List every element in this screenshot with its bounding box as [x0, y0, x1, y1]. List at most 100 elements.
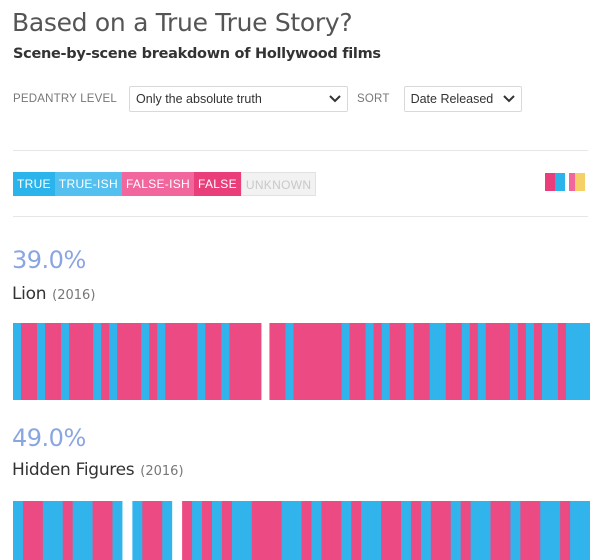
scene-bar[interactable] — [550, 501, 561, 560]
scene-bar[interactable] — [501, 323, 511, 400]
scene-bar[interactable] — [205, 323, 214, 400]
scene-bar[interactable] — [520, 501, 531, 560]
scene-bar[interactable] — [285, 323, 295, 400]
scene-bar[interactable] — [85, 323, 94, 400]
scene-bar[interactable] — [469, 323, 479, 400]
scene-bar[interactable] — [192, 501, 203, 560]
scene-bar[interactable] — [112, 501, 124, 560]
scene-bar[interactable] — [570, 501, 581, 560]
scene-bar[interactable] — [13, 501, 24, 560]
scene-bar[interactable] — [391, 501, 402, 560]
legend-true-ish-chip[interactable]: TRUE-ISH — [54, 172, 122, 196]
scene-bar[interactable] — [245, 323, 255, 400]
scene-bar[interactable] — [32, 501, 44, 560]
scene-bar[interactable] — [261, 501, 273, 560]
scene-bar[interactable] — [400, 501, 412, 560]
legend-false-chip[interactable]: FALSE — [194, 172, 241, 196]
scene-bar[interactable] — [92, 501, 104, 560]
scene-bar[interactable] — [182, 501, 193, 560]
scene-bar[interactable] — [477, 323, 487, 400]
scene-bar[interactable] — [430, 501, 442, 560]
scene-bar[interactable] — [157, 323, 166, 400]
scene-bar[interactable] — [311, 501, 322, 560]
scene-bar[interactable] — [221, 323, 230, 400]
scene-bar[interactable] — [21, 323, 30, 400]
scene-bar[interactable] — [349, 323, 359, 400]
scene-bar[interactable] — [72, 501, 84, 560]
scene-bar[interactable] — [37, 323, 46, 400]
scene-bar[interactable] — [61, 323, 70, 400]
film-title[interactable]: Lion (2016) — [12, 284, 95, 304]
scene-bar[interactable] — [381, 501, 392, 560]
scene-bar[interactable] — [211, 501, 223, 560]
scene-bar[interactable] — [229, 323, 238, 400]
scene-bar[interactable] — [132, 501, 143, 560]
scene-bar[interactable] — [541, 323, 551, 400]
scene-bar[interactable] — [533, 323, 543, 400]
scene-bar[interactable] — [301, 323, 311, 400]
scene-bar[interactable] — [281, 501, 293, 560]
scene-bar[interactable] — [321, 501, 332, 560]
legend-false-ish-chip[interactable]: FALSE-ISH — [121, 172, 195, 196]
scene-bar[interactable] — [351, 501, 362, 560]
scene-bar[interactable] — [557, 323, 567, 400]
scene-bar[interactable] — [389, 323, 399, 400]
scene-bar[interactable] — [109, 323, 118, 400]
scene-bar[interactable] — [500, 501, 512, 560]
scene-bar[interactable] — [52, 501, 64, 560]
scene-bar[interactable] — [202, 501, 213, 560]
scene-bar[interactable] — [365, 323, 375, 400]
scene-bar[interactable] — [445, 323, 455, 400]
scene-bar[interactable] — [510, 501, 521, 560]
scene-bar[interactable] — [125, 323, 134, 400]
scene-bar[interactable] — [237, 323, 246, 400]
scene-bar[interactable] — [261, 323, 271, 400]
scene-bar[interactable] — [251, 501, 263, 560]
scene-bar[interactable] — [517, 323, 527, 400]
scene-bar[interactable] — [333, 323, 343, 400]
scene-bar[interactable] — [181, 323, 190, 400]
scene-bar[interactable] — [485, 323, 495, 400]
scene-bar[interactable] — [509, 323, 519, 400]
scene-bar[interactable] — [405, 323, 415, 400]
scene-bar[interactable] — [460, 501, 472, 560]
sort-select[interactable]: Date Released — [403, 86, 522, 112]
scene-bar[interactable] — [470, 501, 482, 560]
scene-bar[interactable] — [361, 501, 372, 560]
scene-bar[interactable] — [69, 323, 78, 400]
scene-strip[interactable] — [13, 501, 590, 560]
scene-bar[interactable] — [549, 323, 559, 400]
scene-bar[interactable] — [580, 501, 590, 560]
scene-bar[interactable] — [461, 323, 471, 400]
legend-true-chip[interactable]: TRUE — [13, 172, 55, 196]
scene-bar[interactable] — [173, 323, 182, 400]
scene-bar[interactable] — [525, 323, 535, 400]
scene-bar[interactable] — [293, 323, 303, 400]
scene-bar[interactable] — [331, 501, 342, 560]
scene-bar[interactable] — [82, 501, 94, 560]
scene-bar[interactable] — [317, 323, 327, 400]
scene-bar[interactable] — [325, 323, 335, 400]
legend-unknown-chip[interactable]: UNKNOWN — [240, 172, 317, 196]
scene-bar[interactable] — [309, 323, 319, 400]
scene-bar[interactable] — [490, 501, 502, 560]
scene-bar[interactable] — [271, 501, 283, 560]
scene-bar[interactable] — [373, 323, 383, 400]
scene-bar[interactable] — [410, 501, 422, 560]
scene-bar[interactable] — [53, 323, 62, 400]
scene-bar[interactable] — [13, 323, 22, 400]
scene-bar[interactable] — [29, 323, 38, 400]
scene-bar[interactable] — [22, 501, 34, 560]
scene-bar[interactable] — [357, 323, 367, 400]
scene-bar[interactable] — [42, 501, 54, 560]
scene-bar[interactable] — [152, 501, 163, 560]
scene-bar[interactable] — [560, 501, 571, 560]
scene-bar[interactable] — [253, 323, 263, 400]
scene-bar[interactable] — [221, 501, 233, 560]
scene-bar[interactable] — [341, 501, 352, 560]
scene-bar[interactable] — [133, 323, 142, 400]
scene-bar[interactable] — [213, 323, 222, 400]
scene-bar[interactable] — [371, 501, 382, 560]
scene-bar[interactable] — [277, 323, 287, 400]
scene-bar[interactable] — [162, 501, 173, 560]
